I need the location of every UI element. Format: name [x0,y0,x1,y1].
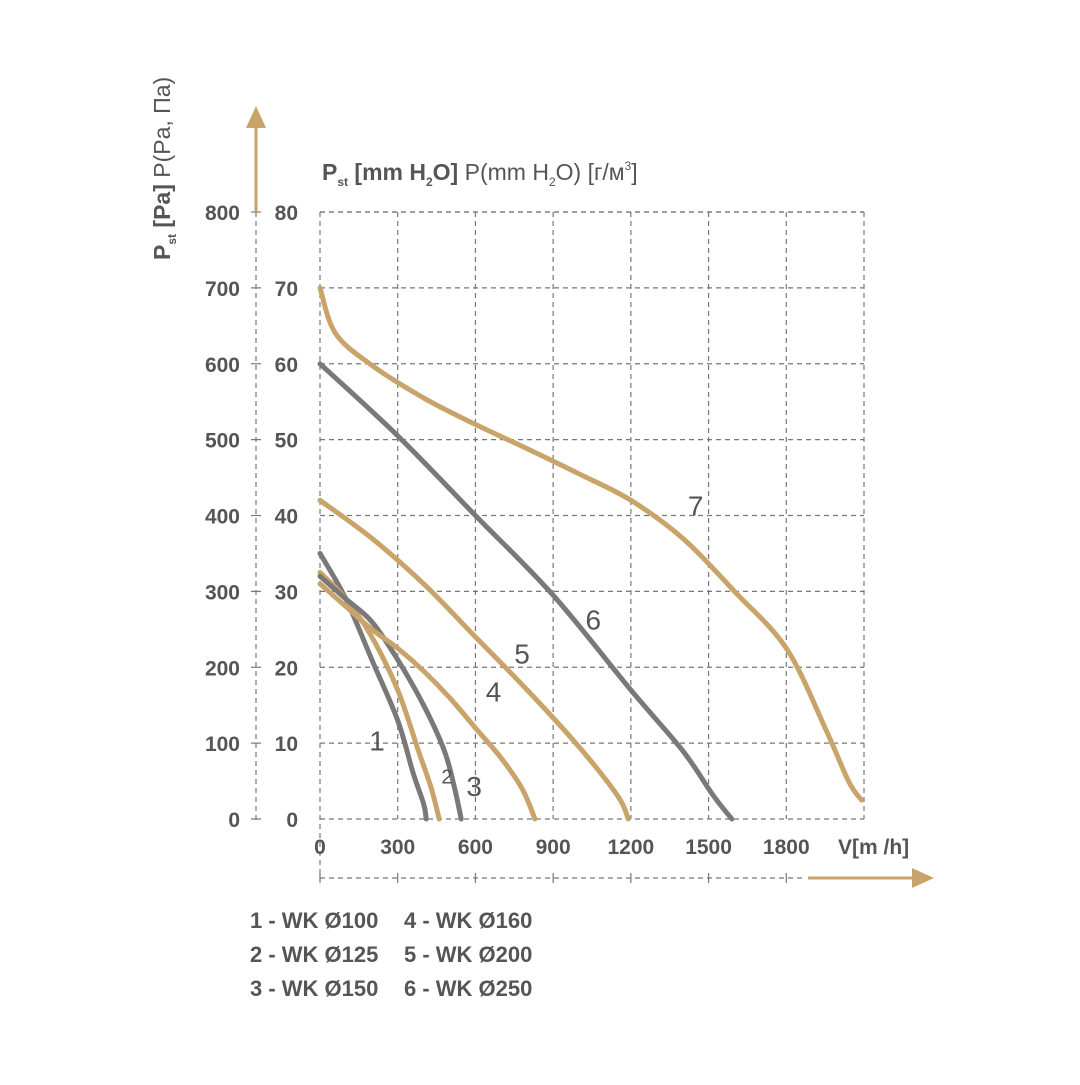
legend-item: 1 - WK Ø100 [250,908,378,933]
curve-series-5 [317,497,631,822]
curve-number-label: 1 [369,726,385,757]
y-tick-label-right: 10 [275,733,298,756]
y-tick-label-right: 60 [275,354,298,377]
legend-item: 2 - WK Ø125 [250,942,378,967]
x-tick-label: 1800 [763,836,810,859]
y-tick-label-right: 20 [275,657,298,680]
right-axis-title: Pst [mm H2O] P(mm H2O) [г/м3] [322,159,638,189]
legend: 1 - WK Ø100 2 - WK Ø125 3 - WK Ø150 4 - … [250,908,532,1001]
y-tick-label-left: 500 [205,430,240,453]
y-tick-label-left: 400 [205,506,240,529]
x-tick-label: 0 [314,836,326,859]
y-tick-label-right: 30 [275,581,298,604]
curve-series-6 [317,361,735,822]
legend-item: 6 - WK Ø250 [404,976,532,1001]
x-tick-label: 1500 [685,836,732,859]
y-tick-label-left: 600 [205,354,240,377]
y-tick-label-left: 200 [205,657,240,680]
curve-number-label: 7 [688,491,704,522]
y-axis-arrow-head [246,106,266,128]
curve-number-label: 3 [466,771,482,802]
curve-number-label: 5 [514,638,530,669]
y-tick-label-left: 700 [205,278,240,301]
y-tick-label-right: 80 [275,202,298,225]
curve-series-3 [317,573,464,822]
legend-item: 3 - WK Ø150 [250,976,378,1001]
y-tick-label-right: 70 [275,278,298,301]
legend-item: 4 - WK Ø160 [404,908,532,933]
curve-number-label: 6 [586,604,602,635]
x-tick-label: 600 [458,836,493,859]
y-tick-label-left: 300 [205,581,240,604]
curve-number-label: 4 [486,676,502,707]
x-tick-label: 1200 [607,836,654,859]
x-axis-label: V[m /h] [838,836,909,859]
curve-series-7 [317,285,864,803]
curve-number-label: 2 [441,766,452,788]
y-tick-label-right: 50 [275,430,298,453]
y-tick-label-left: 800 [205,202,240,225]
y-tick-label-right: 0 [286,809,298,832]
y-tick-label-left: 100 [205,733,240,756]
y-tick-label-left: 0 [228,809,240,832]
y-tick-label-right: 40 [275,506,298,529]
x-axis-arrow-head [912,868,934,888]
legend-item: 5 - WK Ø200 [404,942,532,967]
x-tick-label: 300 [380,836,415,859]
curve-series-4 [317,581,538,822]
x-tick-label: 900 [536,836,571,859]
left-axis-label: Pst [Pa] P(Pa, Па) [149,77,179,260]
